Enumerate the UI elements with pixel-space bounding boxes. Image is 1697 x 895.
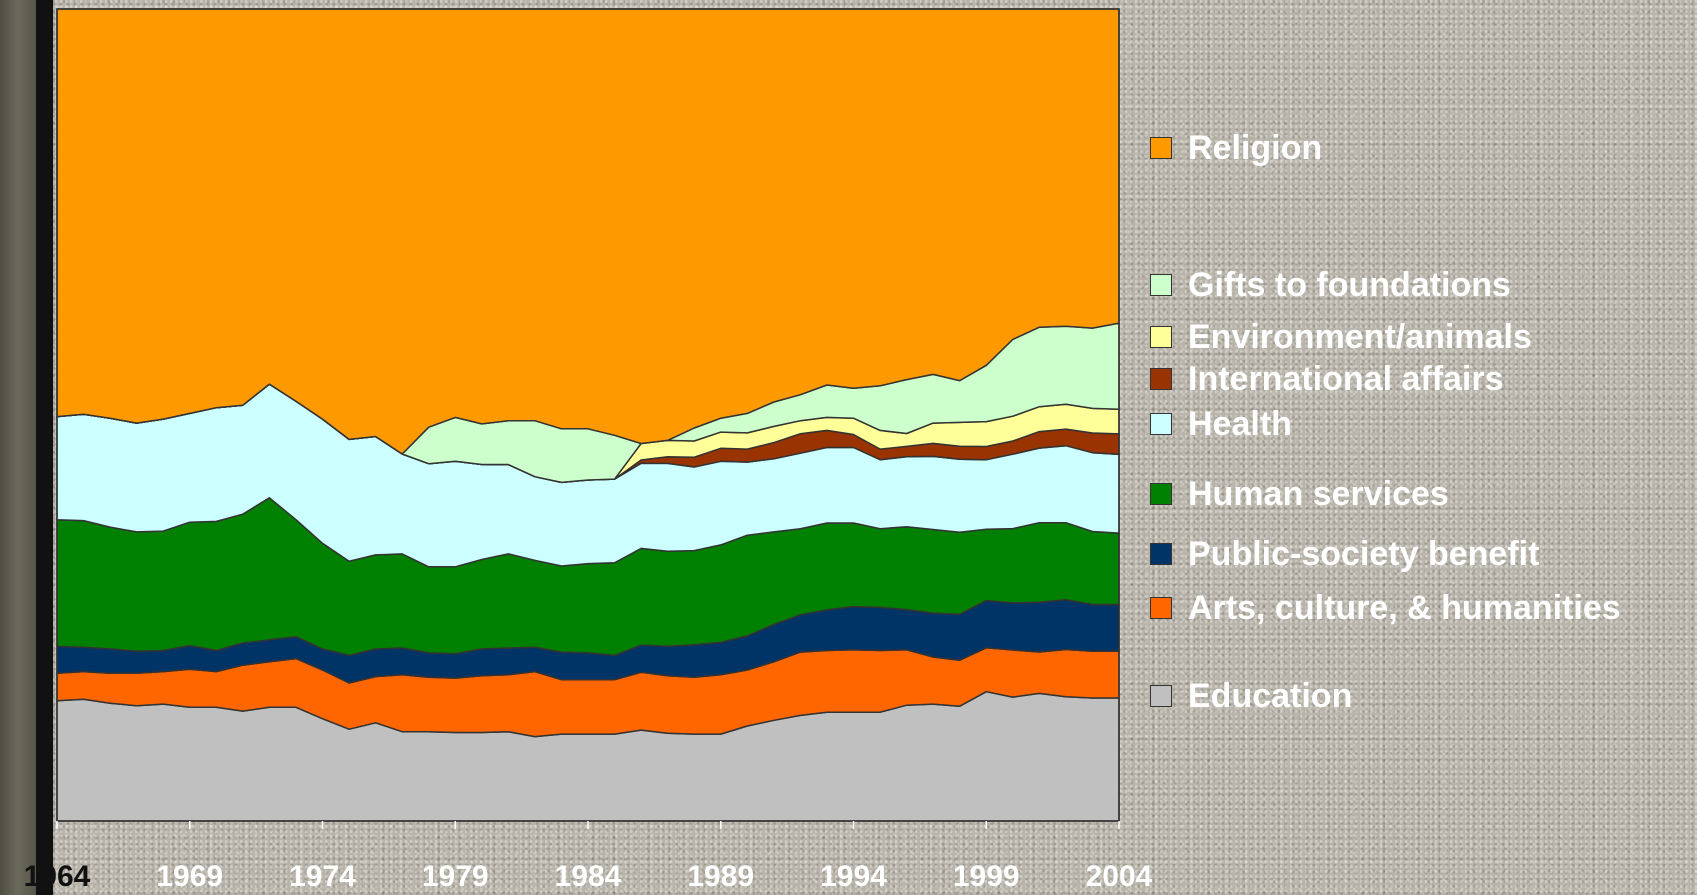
- chart-areas: [56, 8, 1120, 822]
- legend-label: Gifts to foundations: [1188, 266, 1511, 304]
- legend-swatch: [1150, 368, 1172, 390]
- legend-item-religion: Religion: [1150, 131, 1322, 165]
- left-decorative-bar: [0, 0, 36, 895]
- x-tick-label: 1974: [289, 860, 356, 893]
- legend-label: Education: [1188, 677, 1353, 715]
- legend-label: Environment/animals: [1188, 318, 1532, 356]
- x-tick-label: 1989: [687, 860, 754, 893]
- legend-swatch: [1150, 413, 1172, 435]
- legend-swatch: [1150, 137, 1172, 159]
- x-tick-label: 1969: [156, 860, 223, 893]
- legend-item-international-affairs: International affairs: [1150, 362, 1504, 396]
- legend-item-education: Education: [1150, 679, 1352, 713]
- legend-label: Human services: [1188, 475, 1449, 513]
- left-dark-stripe: [36, 0, 53, 895]
- legend-item-human-services: Human services: [1150, 477, 1449, 511]
- x-tick-label: 1964: [24, 860, 91, 893]
- legend-label: International affairs: [1188, 360, 1504, 398]
- legend-item-environment-animals: Environment/animals: [1150, 320, 1532, 354]
- x-tick-label: 1979: [422, 860, 489, 893]
- x-tick-label: 1984: [555, 860, 622, 893]
- legend-item-public-society-benefit: Public-society benefit: [1150, 537, 1539, 571]
- legend-swatch: [1150, 483, 1172, 505]
- legend-swatch: [1150, 326, 1172, 348]
- x-tick-label: 2004: [1086, 860, 1153, 893]
- legend-label: Religion: [1188, 129, 1323, 167]
- legend-label: Health: [1188, 405, 1292, 443]
- legend-item-arts-culture-humanities: Arts, culture, & humanities: [1150, 591, 1621, 625]
- legend-label: Arts, culture, & humanities: [1188, 589, 1621, 627]
- legend-item-gifts-to-foundations: Gifts to foundations: [1150, 268, 1511, 302]
- legend-item-health: Health: [1150, 407, 1292, 441]
- x-axis-ticks: 1964 1969 1974 1979 1984 1989 1994 1999 2004: [24, 821, 1153, 893]
- legend-label: Public-society benefit: [1188, 535, 1540, 573]
- x-tick-label: 1999: [953, 860, 1020, 893]
- legend-swatch: [1150, 274, 1172, 296]
- legend-swatch: [1150, 543, 1172, 565]
- legend-swatch: [1150, 597, 1172, 619]
- x-tick-label: 1994: [820, 860, 887, 893]
- legend-swatch: [1150, 685, 1172, 707]
